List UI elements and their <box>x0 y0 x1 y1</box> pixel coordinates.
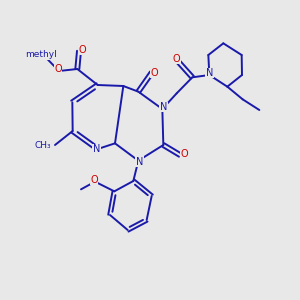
Text: O: O <box>151 68 158 78</box>
Text: O: O <box>54 64 62 74</box>
Text: N: N <box>206 68 213 78</box>
Text: O: O <box>180 149 188 159</box>
Text: methyl: methyl <box>25 50 57 59</box>
Text: CH₃: CH₃ <box>34 140 51 149</box>
Text: O: O <box>78 45 86 55</box>
Text: N: N <box>136 157 143 167</box>
Text: N: N <box>160 102 167 112</box>
Text: O: O <box>90 175 98 185</box>
Text: N: N <box>93 144 100 154</box>
Text: O: O <box>173 54 181 64</box>
